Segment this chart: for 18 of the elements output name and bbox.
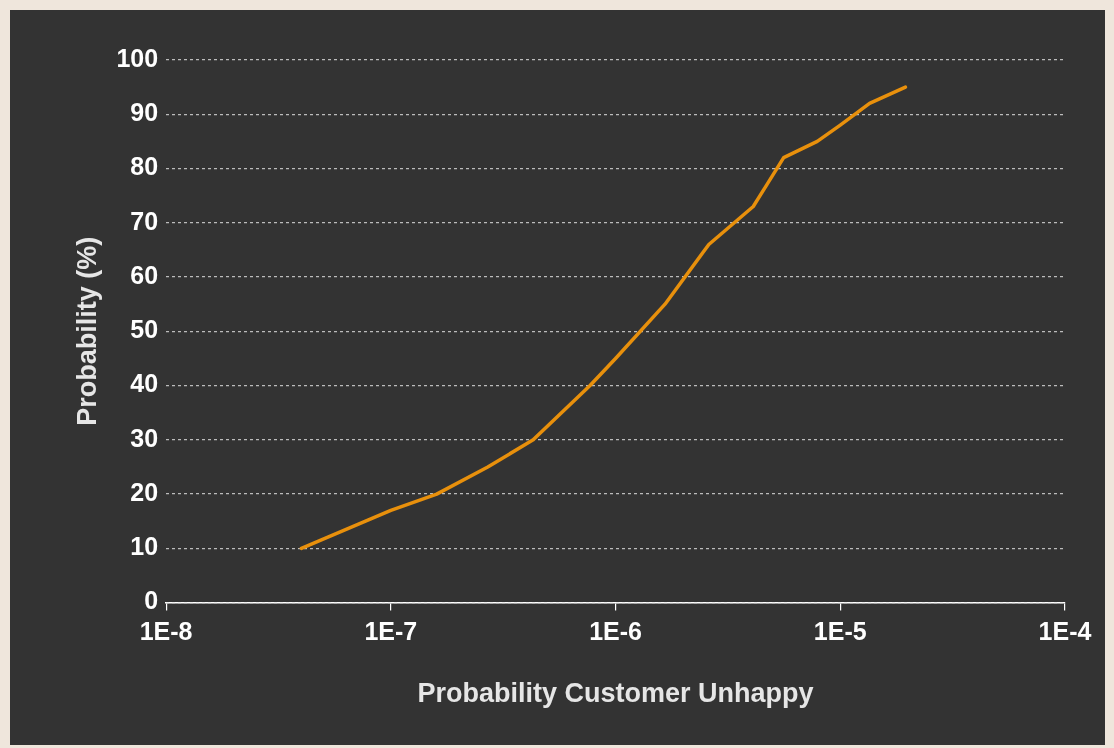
x-tick-label: 1E-8 [139, 617, 193, 646]
y-tick-label: 60 [130, 260, 159, 289]
x-tick-label: 1E-4 [1038, 617, 1092, 646]
y-tick-label: 70 [130, 206, 159, 235]
y-tick-label: 90 [130, 98, 159, 127]
x-tick-label: 1E-5 [813, 617, 867, 646]
y-axis-title: Probability (%) [71, 236, 102, 426]
y-tick-label: 80 [130, 152, 159, 181]
y-tick-label: 100 [116, 43, 159, 72]
y-tick-label: 0 [144, 586, 159, 615]
x-axis-title: Probability Customer Unhappy [417, 678, 814, 709]
y-tick-label: 30 [130, 423, 159, 452]
x-tick-label: 1E-7 [364, 617, 418, 646]
x-tick-label: 1E-6 [589, 617, 642, 646]
y-tick-label: 40 [130, 369, 159, 398]
y-tick-label: 10 [130, 532, 159, 561]
y-tick-label: 20 [130, 477, 159, 506]
y-tick-label: 50 [130, 315, 159, 344]
